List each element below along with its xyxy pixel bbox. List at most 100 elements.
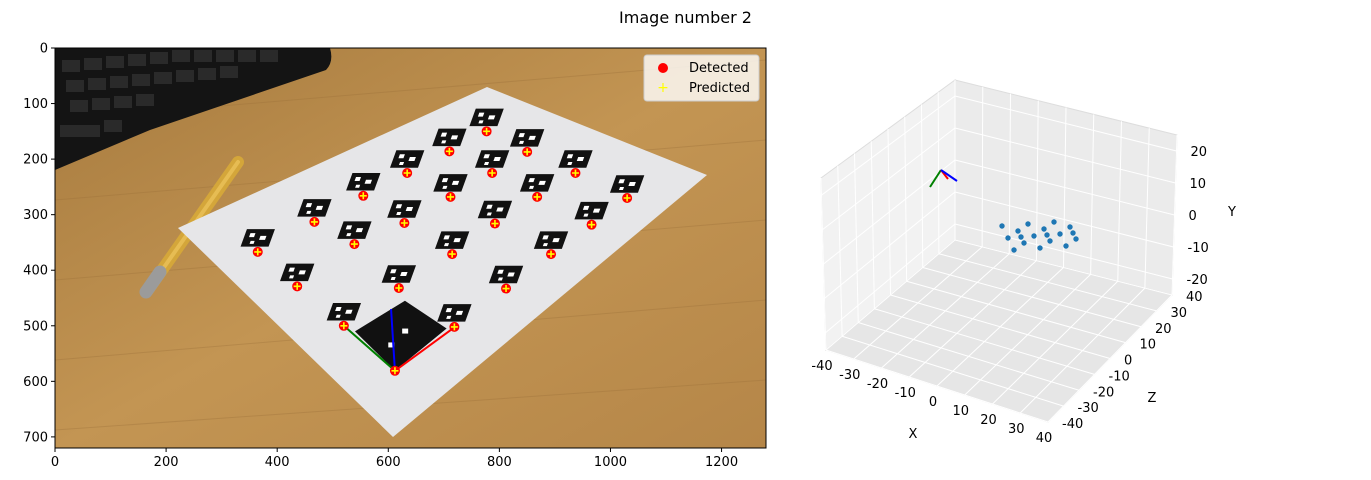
legend-detected-label: Detected	[689, 61, 749, 76]
x-tick-label: 1200	[705, 455, 738, 470]
grid-line	[922, 267, 1142, 328]
camera-axes-3d	[929, 169, 958, 188]
aruco-marker	[609, 175, 645, 193]
point-3d	[1025, 221, 1031, 227]
point-3d	[1037, 245, 1043, 251]
x-tick-label: 600	[376, 455, 401, 470]
legend-predicted-label: Predicted	[689, 81, 750, 96]
pose-3d-panel: -40-30-20-10010203040-40-30-20-100102030…	[811, 79, 1236, 446]
aruco-markers	[240, 108, 645, 371]
point-3d	[1041, 226, 1047, 232]
z3d-tick-label: 10	[1140, 338, 1157, 353]
x3d-tick-label: 20	[980, 413, 997, 428]
photo-axes-frame	[54, 47, 767, 449]
x-tick-label: 200	[154, 455, 179, 470]
legend-predicted-marker: +	[657, 80, 669, 96]
predicted-point	[403, 169, 411, 177]
aruco-marker	[477, 200, 513, 219]
y-tick-label: 500	[23, 319, 48, 334]
grid-line	[954, 239, 1173, 296]
aruco-marker	[433, 174, 468, 192]
grid-line	[954, 159, 1175, 216]
points-3d	[999, 219, 1079, 253]
predicted-point	[547, 250, 555, 258]
x-tick-label: 0	[51, 455, 59, 470]
predicted-point	[391, 367, 399, 375]
detection-points	[252, 126, 633, 376]
predicted-point	[491, 220, 499, 228]
aruco-marker	[432, 128, 467, 147]
aruco-marker	[558, 150, 593, 168]
x3d-tick-label: 40	[1036, 431, 1053, 446]
predicted-point	[350, 240, 358, 248]
z3d-tick-label: 0	[1124, 354, 1132, 369]
predicted-point	[588, 221, 596, 229]
y-tick-label: 100	[23, 97, 48, 112]
y-tick-label: 300	[23, 208, 48, 223]
aruco-marker	[240, 229, 275, 247]
aruco-marker	[519, 174, 555, 192]
x-tick-label: 400	[265, 455, 290, 470]
grid-line	[874, 308, 1095, 375]
grid-line	[954, 127, 1176, 184]
board-axes	[343, 309, 456, 372]
x3d-tick-label: -30	[839, 368, 860, 383]
x3d-tick-label: -20	[867, 377, 888, 392]
predicted-point	[395, 284, 403, 292]
aruco-marker	[297, 199, 332, 217]
y3d-tick-label: 0	[1189, 209, 1197, 224]
point-3d	[1070, 230, 1076, 236]
x3d-tick-label: 0	[929, 395, 937, 410]
point-3d	[1057, 231, 1063, 237]
predicted-point	[533, 193, 541, 201]
figure-title: Image number 2	[619, 8, 752, 27]
aruco-marker	[434, 231, 470, 249]
aruco-marker	[337, 221, 372, 239]
point-3d	[1051, 219, 1057, 225]
predicted-point	[445, 147, 453, 155]
aruco-marker	[387, 200, 422, 218]
predicted-point	[483, 127, 491, 135]
predicted-point	[254, 248, 262, 256]
keyboard	[55, 48, 332, 170]
z3d-tick-label: 40	[1186, 290, 1203, 305]
aruco-marker	[509, 129, 545, 147]
grid-line	[890, 294, 1111, 359]
aruco-marker	[488, 265, 524, 284]
z3d-tick-label: -30	[1078, 401, 1099, 416]
predicted-point	[448, 250, 456, 258]
predicted-point	[571, 169, 579, 177]
x3d-tick-label: 30	[1008, 422, 1025, 437]
z3d-tick-label: -20	[1093, 385, 1114, 400]
point-3d	[1073, 236, 1079, 242]
grid-line	[906, 280, 1126, 344]
y-tick-label: 600	[23, 375, 48, 390]
y-tick-label: 0	[40, 42, 48, 57]
y3d-tick-label: 10	[1190, 177, 1207, 192]
x3d-tick-label: -40	[811, 359, 832, 374]
z3d-tick-label: 30	[1171, 306, 1188, 321]
y3d-tick-label: -10	[1188, 241, 1209, 256]
aruco-marker	[279, 263, 315, 282]
point-3d	[1063, 243, 1069, 249]
y3d-tick-label: 20	[1191, 145, 1208, 160]
z-depth-axis-label: Z	[1148, 391, 1157, 406]
grid-line	[954, 95, 1177, 152]
predicted-point	[502, 285, 510, 293]
grid-line	[825, 223, 956, 334]
photo-axis-ticks: 0 200 400 600 800 1000 1200 0 100 200 300 400 500 600…	[23, 42, 738, 471]
x3d-tick-label: -10	[895, 386, 916, 401]
legend: Detected + Predicted	[643, 54, 760, 102]
predicted-point	[450, 323, 458, 331]
grid-line	[858, 322, 1080, 391]
point-3d	[1031, 233, 1037, 239]
predicted-point	[488, 169, 496, 177]
x3d-tick-label: 10	[952, 404, 969, 419]
aruco-marker	[469, 108, 504, 127]
board-axis-z	[390, 309, 396, 371]
aruco-marker	[389, 150, 425, 168]
board-axis-x	[394, 326, 456, 372]
grid-line	[938, 253, 1157, 312]
predicted-point	[623, 194, 631, 202]
